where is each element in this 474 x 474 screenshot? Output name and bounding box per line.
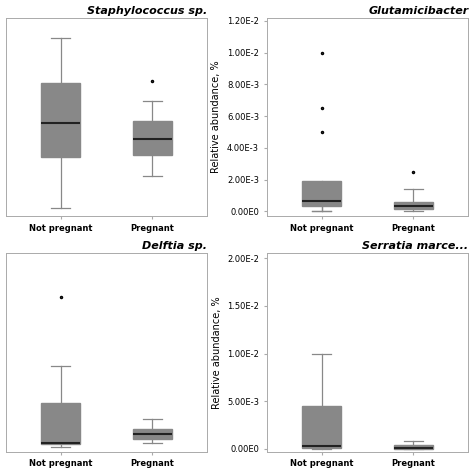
PathPatch shape: [302, 181, 341, 206]
Text: Glutamicibacter: Glutamicibacter: [368, 6, 468, 16]
PathPatch shape: [302, 406, 341, 448]
PathPatch shape: [394, 445, 433, 449]
PathPatch shape: [41, 83, 80, 156]
PathPatch shape: [133, 429, 172, 438]
Y-axis label: Relative abundance, %: Relative abundance, %: [211, 61, 221, 173]
Text: Delftia sp.: Delftia sp.: [142, 241, 207, 251]
PathPatch shape: [133, 121, 172, 155]
PathPatch shape: [41, 403, 80, 444]
Text: Serratia marce...: Serratia marce...: [362, 241, 468, 251]
Y-axis label: Relative abundance, %: Relative abundance, %: [211, 296, 221, 409]
Text: Staphylococcus sp.: Staphylococcus sp.: [87, 6, 207, 16]
PathPatch shape: [394, 202, 433, 209]
